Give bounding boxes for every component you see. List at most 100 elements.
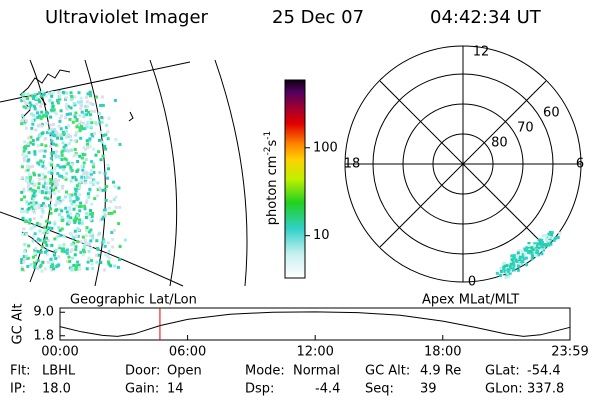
aurora-pixel bbox=[68, 206, 72, 209]
aurora-pixel bbox=[69, 165, 73, 168]
aurora-pixel bbox=[55, 150, 59, 154]
aurora-pixel bbox=[25, 154, 29, 158]
aurora-pixel bbox=[67, 161, 70, 165]
aurora-pixel bbox=[32, 225, 36, 229]
aurora-pixel bbox=[72, 241, 76, 245]
aurora-pixel bbox=[60, 216, 64, 219]
aurora-pixel bbox=[85, 109, 88, 113]
colorbar-label: photon cm-2s-1 bbox=[263, 131, 280, 225]
aurora-pixel bbox=[96, 247, 100, 251]
aurora-pixel bbox=[101, 238, 105, 242]
aurora-pixel bbox=[100, 140, 104, 144]
aurora-pixel bbox=[100, 120, 104, 124]
aurora-pixel bbox=[89, 228, 93, 232]
aurora-pixel bbox=[80, 175, 84, 179]
aurora-pixel bbox=[74, 189, 78, 193]
aurora-pixel bbox=[27, 244, 31, 248]
field-label: Gain: bbox=[125, 382, 159, 397]
aurora-pixel bbox=[32, 173, 36, 177]
aurora-pixel bbox=[65, 210, 69, 214]
aurora-pixel bbox=[54, 248, 58, 252]
aurora-pixel bbox=[21, 216, 25, 220]
aurora-pixel bbox=[550, 233, 553, 237]
field-value: 39 bbox=[420, 382, 437, 397]
aurora-pixel bbox=[38, 265, 42, 269]
aurora-pixel bbox=[42, 159, 45, 163]
aurora-pixel bbox=[55, 99, 59, 103]
aurora-pixel bbox=[78, 129, 82, 133]
aurora-pixel bbox=[80, 221, 84, 225]
aurora-pixel bbox=[54, 203, 58, 207]
aurora-pixel bbox=[53, 220, 57, 224]
aurora-pixel bbox=[61, 186, 64, 190]
aurora-pixel bbox=[106, 137, 110, 141]
aurora-pixel bbox=[65, 112, 69, 116]
aurora-pixel bbox=[527, 242, 531, 245]
aurora-pixel bbox=[85, 125, 89, 129]
aurora-pixel bbox=[53, 128, 57, 132]
aurora-pixel bbox=[64, 143, 68, 147]
aurora-pixel bbox=[85, 242, 89, 245]
aurora-pixel bbox=[88, 230, 91, 234]
aurora-pixel bbox=[47, 204, 51, 207]
aurora-pixel bbox=[26, 188, 30, 192]
aurora-pixel bbox=[69, 167, 73, 171]
aurora-pixel bbox=[85, 173, 89, 177]
aurora-pixel bbox=[42, 113, 46, 117]
aurora-pixel bbox=[84, 181, 88, 185]
aurora-pixel bbox=[66, 104, 70, 108]
aurora-pixel bbox=[118, 245, 122, 248]
aurora-pixel bbox=[43, 267, 47, 271]
aurora-pixel bbox=[45, 243, 49, 247]
aurora-pixel bbox=[547, 232, 551, 236]
aurora-pixel bbox=[68, 199, 72, 203]
aurora-pixel bbox=[82, 245, 86, 249]
aurora-pixel bbox=[92, 162, 95, 166]
aurora-pixel bbox=[69, 267, 73, 271]
aurora-pixel bbox=[82, 250, 86, 254]
aurora-pixel bbox=[95, 239, 99, 243]
aurora-pixel bbox=[40, 110, 44, 114]
aurora-pixel bbox=[515, 260, 519, 263]
aurora-pixel bbox=[123, 238, 127, 242]
aurora-pixel bbox=[60, 249, 64, 253]
aurora-pixel bbox=[35, 96, 38, 100]
aurora-pixel bbox=[88, 212, 92, 216]
aurora-pixel bbox=[30, 205, 34, 209]
aurora-pixel bbox=[88, 242, 92, 246]
aurora-pixel bbox=[93, 132, 96, 136]
aurora-pixel bbox=[73, 95, 77, 99]
aurora-pixel bbox=[33, 261, 37, 265]
aurora-pixel bbox=[80, 219, 84, 223]
aurora-pixel bbox=[74, 133, 78, 137]
aurora-pixel bbox=[80, 100, 84, 104]
aurora-pixel bbox=[50, 94, 54, 98]
aurora-pixel bbox=[68, 260, 72, 263]
aurora-pixel bbox=[62, 243, 66, 247]
aurora-pixel bbox=[87, 110, 91, 114]
aurora-pixel bbox=[541, 242, 545, 246]
field-label: Flt: bbox=[10, 364, 31, 379]
aurora-pixel bbox=[22, 250, 26, 254]
aurora-pixel bbox=[113, 99, 117, 102]
aurora-pixel bbox=[37, 173, 41, 177]
aurora-pixel bbox=[22, 92, 26, 96]
aurora-pixel bbox=[59, 127, 63, 131]
aurora-pixel bbox=[68, 208, 72, 212]
aurora-pixel bbox=[75, 119, 79, 123]
aurora-pixel bbox=[103, 268, 107, 272]
aurora-pixel bbox=[52, 267, 56, 271]
aurora-pixel bbox=[60, 247, 64, 251]
aurora-pixel bbox=[49, 136, 53, 140]
aurora-pixel bbox=[98, 171, 102, 174]
aurora-pixel bbox=[37, 162, 41, 166]
aurora-pixel bbox=[50, 243, 54, 247]
aurora-pixel bbox=[41, 172, 45, 176]
aurora-pixel bbox=[77, 218, 81, 222]
aurora-pixel bbox=[85, 113, 89, 117]
aurora-pixel bbox=[57, 226, 61, 230]
polar-plot bbox=[344, 45, 582, 283]
y-axis-label: GC Alt bbox=[11, 304, 26, 345]
aurora-pixel bbox=[550, 231, 554, 235]
aurora-pixel bbox=[86, 142, 89, 146]
